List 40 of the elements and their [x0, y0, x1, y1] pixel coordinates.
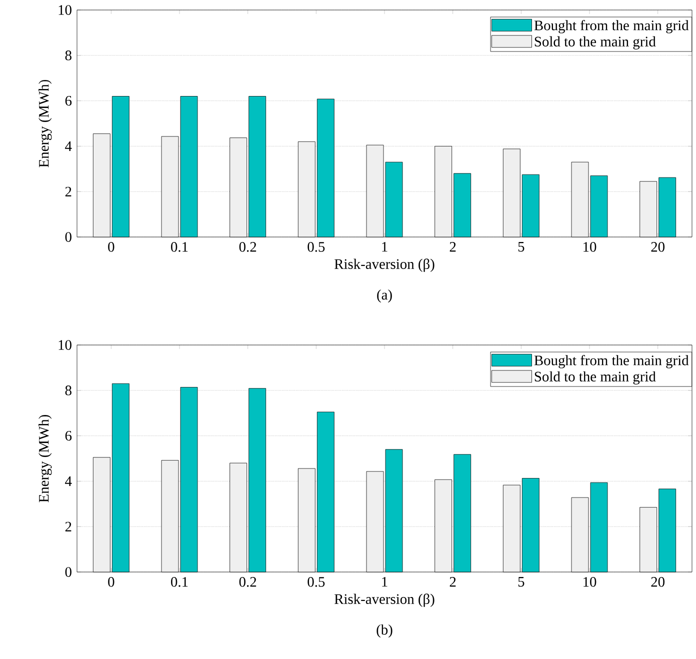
x-tick-label: 0	[108, 242, 114, 252]
y-tick-label: 6	[65, 96, 72, 106]
x-tick-label: 0.1	[171, 577, 188, 587]
x-tick-label: 5	[518, 577, 524, 587]
x-tick-label: 5	[518, 242, 524, 252]
y-tick-label: 4	[65, 141, 72, 151]
x-tick-label: 10	[584, 577, 596, 587]
y-axis-title: Energy (MWh)	[38, 414, 52, 502]
x-tick-label: 10	[584, 242, 596, 252]
y-tick-label: 10	[58, 5, 72, 15]
x-tick-label: 2	[450, 577, 456, 587]
y-tick-label: 10	[58, 340, 72, 350]
y-tick-label: 0	[65, 567, 72, 577]
x-tick-label: 0.5	[308, 242, 325, 252]
legend-label: Bought from the main grid	[534, 355, 689, 368]
y-axis-title: Energy (MWh)	[38, 80, 52, 168]
x-tick-label: 1	[382, 577, 388, 587]
x-tick-label: 2	[450, 242, 456, 252]
text: (a)	[377, 289, 392, 303]
legend-label: Bought from the main grid	[534, 20, 689, 34]
y-tick-label: 4	[65, 476, 72, 486]
legend-label: Sold to the main grid	[534, 36, 656, 50]
x-tick-label: 0.2	[239, 242, 256, 252]
y-tick-label: 8	[65, 50, 72, 60]
x-tick-label: 1	[382, 242, 388, 252]
x-axis-title: Risk-aversion (β)	[334, 258, 434, 272]
x-tick-label: 20	[651, 242, 664, 252]
y-tick-label: 2	[65, 186, 72, 196]
x-tick-label: 0	[108, 577, 114, 587]
x-axis-title: Risk-aversion (β)	[334, 594, 434, 607]
y-tick-label: 2	[65, 522, 72, 532]
y-tick-label: 0	[65, 232, 72, 242]
x-tick-label: 20	[651, 577, 664, 587]
x-tick-label: 0.5	[308, 577, 325, 587]
legend-label: Sold to the main grid	[534, 371, 656, 384]
x-tick-label: 0.1	[171, 242, 188, 252]
y-tick-label: 6	[65, 430, 72, 441]
y-tick-label: 8	[65, 386, 72, 396]
x-tick-label: 0.2	[239, 577, 256, 587]
text: (b)	[376, 624, 392, 638]
